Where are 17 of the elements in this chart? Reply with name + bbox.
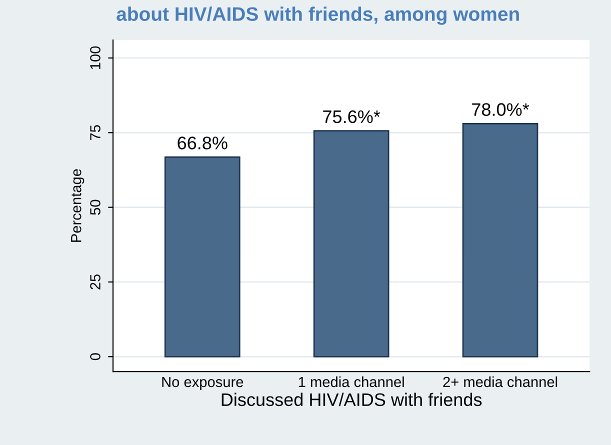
chart-title: about HIV/AIDS with friends, among women — [116, 6, 519, 25]
x-tick-label: 2+ media channel — [443, 376, 558, 388]
data-label: 75.6%* — [323, 110, 380, 124]
y-tick-label: 50 — [90, 200, 100, 215]
y-tick-label: 75 — [90, 125, 100, 140]
y-tick-label: 100 — [90, 46, 100, 70]
y-axis-title: Percentage — [71, 169, 84, 242]
x-tick-label: 1 media channel — [298, 376, 404, 388]
data-label: 66.8% — [178, 136, 228, 150]
bar — [462, 122, 538, 358]
y-tick-label: 0 — [90, 353, 100, 360]
x-tick-label: No exposure — [162, 376, 244, 390]
data-label: 78.0%* — [472, 103, 530, 116]
y-tick-label: 25 — [90, 274, 100, 290]
bar — [313, 130, 390, 358]
x-axis-title: Discussed HIV/AIDS with friends — [222, 392, 482, 406]
bar — [164, 156, 240, 358]
